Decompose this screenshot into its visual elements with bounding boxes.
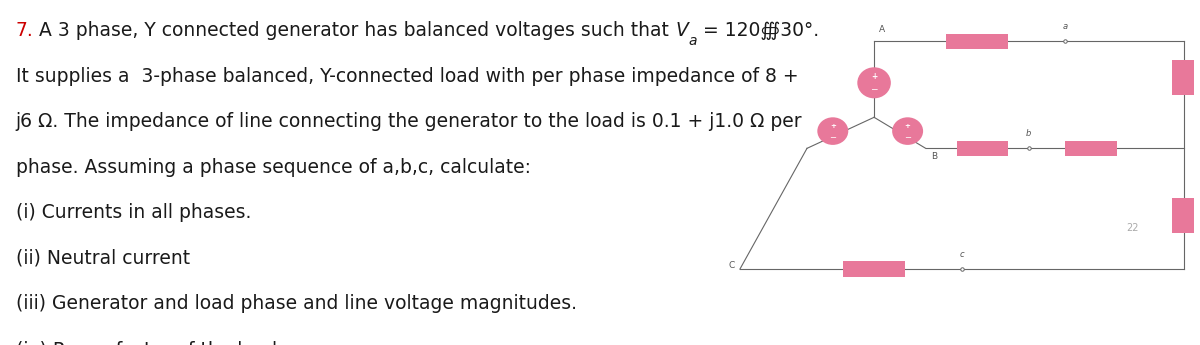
Text: (ii) Neutral current: (ii) Neutral current xyxy=(16,249,190,268)
Ellipse shape xyxy=(892,117,923,145)
Text: 22: 22 xyxy=(1126,223,1139,233)
Text: +: + xyxy=(905,123,911,129)
Text: (i) Currents in all phases.: (i) Currents in all phases. xyxy=(16,204,251,223)
Text: B: B xyxy=(931,152,937,161)
Text: j6 Ω. The impedance of line connecting the generator to the load is 0.1 + j1.0 Ω: j6 Ω. The impedance of line connecting t… xyxy=(16,112,803,131)
Text: A: A xyxy=(880,26,886,34)
Text: = 120∰30°.: = 120∰30°. xyxy=(696,21,818,40)
FancyBboxPatch shape xyxy=(1064,141,1116,156)
FancyBboxPatch shape xyxy=(844,262,905,277)
Text: b: b xyxy=(1026,129,1032,138)
Text: phase. Assuming a phase sequence of a,b,c, calculate:: phase. Assuming a phase sequence of a,b,… xyxy=(16,158,530,177)
Text: c: c xyxy=(960,250,964,259)
Text: (iv) Power factor of the load.: (iv) Power factor of the load. xyxy=(16,340,283,345)
FancyBboxPatch shape xyxy=(1172,198,1195,233)
Text: (iii) Generator and load phase and line voltage magnitudes.: (iii) Generator and load phase and line … xyxy=(16,295,577,314)
Text: It supplies a  3-phase balanced, Y-connected load with per phase impedance of 8 : It supplies a 3-phase balanced, Y-connec… xyxy=(16,67,798,86)
FancyBboxPatch shape xyxy=(947,33,1008,49)
FancyBboxPatch shape xyxy=(956,141,1008,156)
Text: A 3 phase, Y connected generator has balanced voltages such that: A 3 phase, Y connected generator has bal… xyxy=(34,21,676,40)
Text: +: + xyxy=(830,123,835,129)
Text: a: a xyxy=(688,34,696,48)
Ellipse shape xyxy=(817,117,848,145)
FancyBboxPatch shape xyxy=(1172,60,1195,95)
Text: C: C xyxy=(728,261,734,270)
Text: V: V xyxy=(676,21,688,40)
Text: −: − xyxy=(870,85,878,93)
Text: 7.: 7. xyxy=(16,21,34,40)
Text: −: − xyxy=(829,133,836,142)
Text: −: − xyxy=(904,133,911,142)
Ellipse shape xyxy=(857,67,890,98)
Text: +: + xyxy=(871,72,877,81)
Text: a: a xyxy=(1062,22,1068,31)
